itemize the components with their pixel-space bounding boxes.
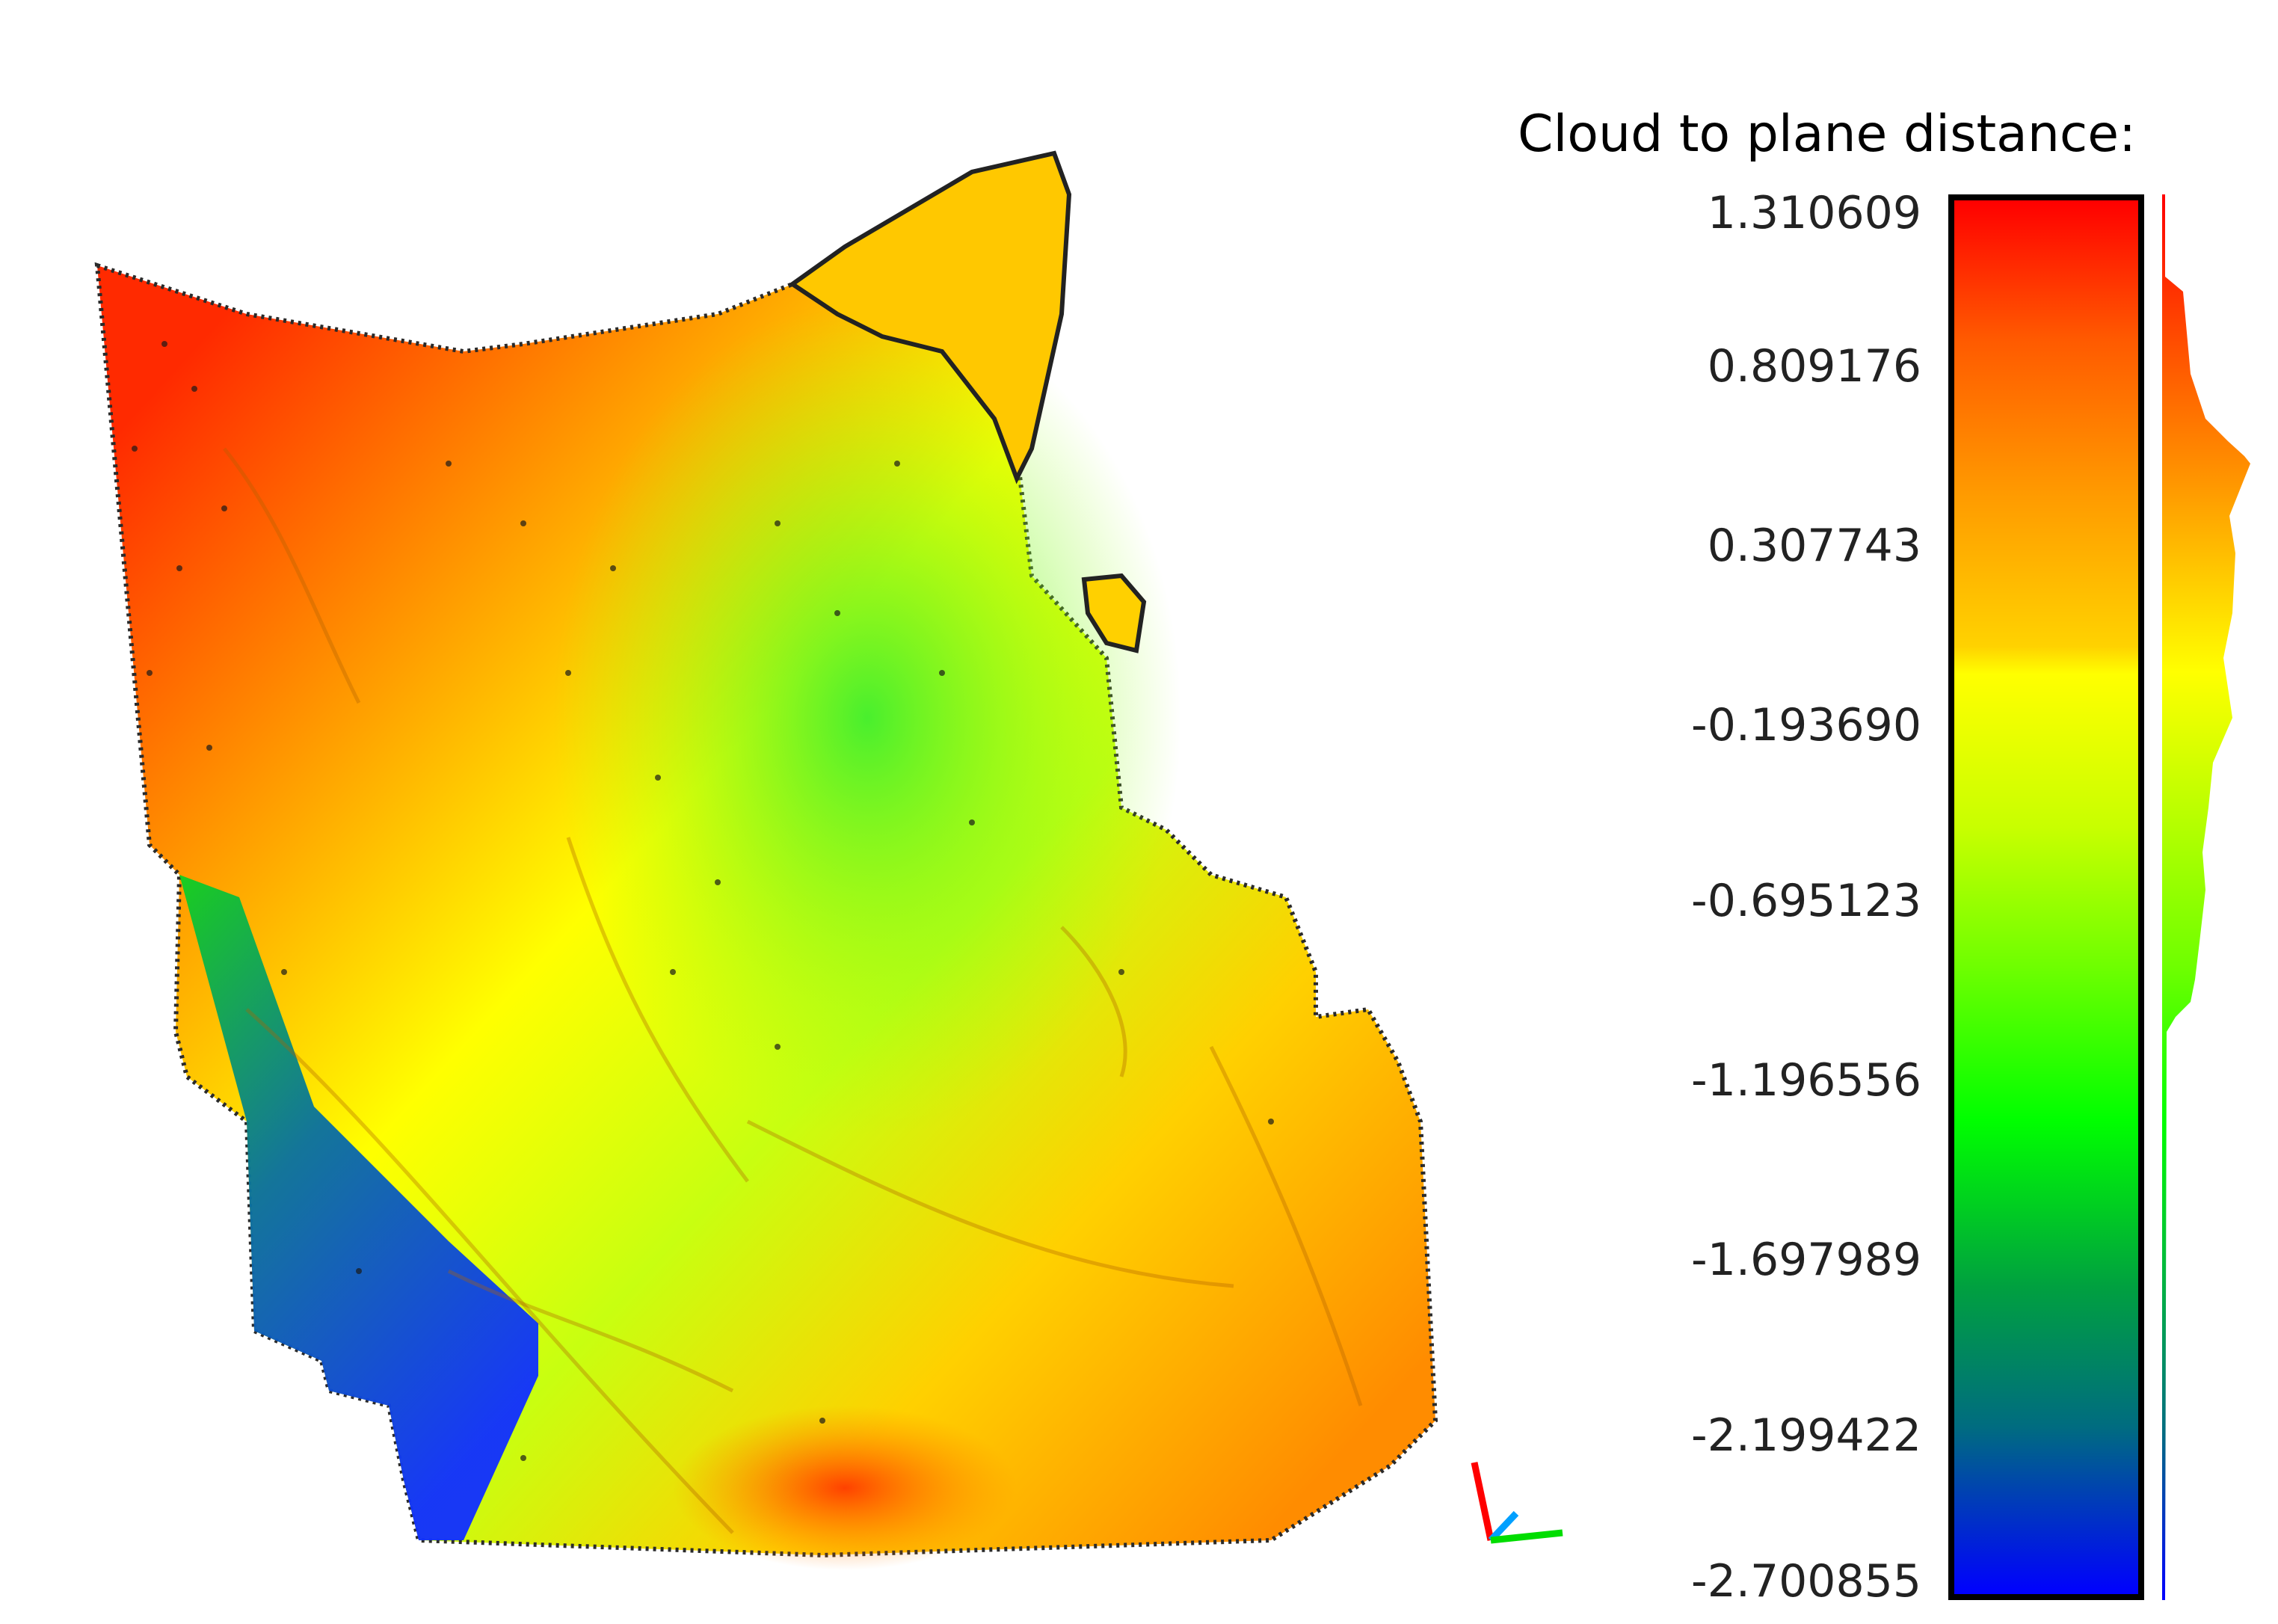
point-cloud-fragment[interactable] bbox=[1081, 573, 1147, 653]
axis-x-line bbox=[1490, 1529, 1563, 1544]
scale-tick-label: -1.697989 bbox=[1691, 1234, 1921, 1286]
scale-tick-label: -0.193690 bbox=[1691, 699, 1921, 751]
red-region-bottom bbox=[673, 1406, 1017, 1570]
scale-tick-label: 1.310609 bbox=[1707, 187, 1921, 239]
terrain-ridges bbox=[223, 447, 1363, 1534]
scale-histogram bbox=[2161, 194, 2250, 1600]
scale-tick-label: 0.307743 bbox=[1707, 520, 1921, 572]
histogram-shape bbox=[2162, 194, 2250, 1600]
scale-tick-label: -2.700855 bbox=[1691, 1555, 1921, 1608]
point-cloud-view[interactable] bbox=[0, 0, 1645, 1624]
green-region bbox=[553, 299, 1181, 1137]
color-scale-bar bbox=[1948, 194, 2144, 1600]
axis-z-line bbox=[1471, 1462, 1494, 1541]
point-cloud-lobe[interactable] bbox=[788, 150, 1072, 485]
blue-region bbox=[179, 875, 538, 1540]
scale-tick-label: -0.695123 bbox=[1691, 875, 1921, 927]
scale-tick-label: -2.199422 bbox=[1691, 1409, 1921, 1462]
scale-tick-label: 0.809176 bbox=[1707, 340, 1921, 393]
scalar-field-title: Cloud to plane distance: bbox=[1518, 105, 2137, 164]
point-speckles bbox=[132, 341, 1274, 1461]
axis-y-line bbox=[1488, 1510, 1519, 1543]
scale-tick-label: -1.196556 bbox=[1691, 1054, 1921, 1107]
axes-trihedron-icon bbox=[1471, 1462, 1563, 1544]
